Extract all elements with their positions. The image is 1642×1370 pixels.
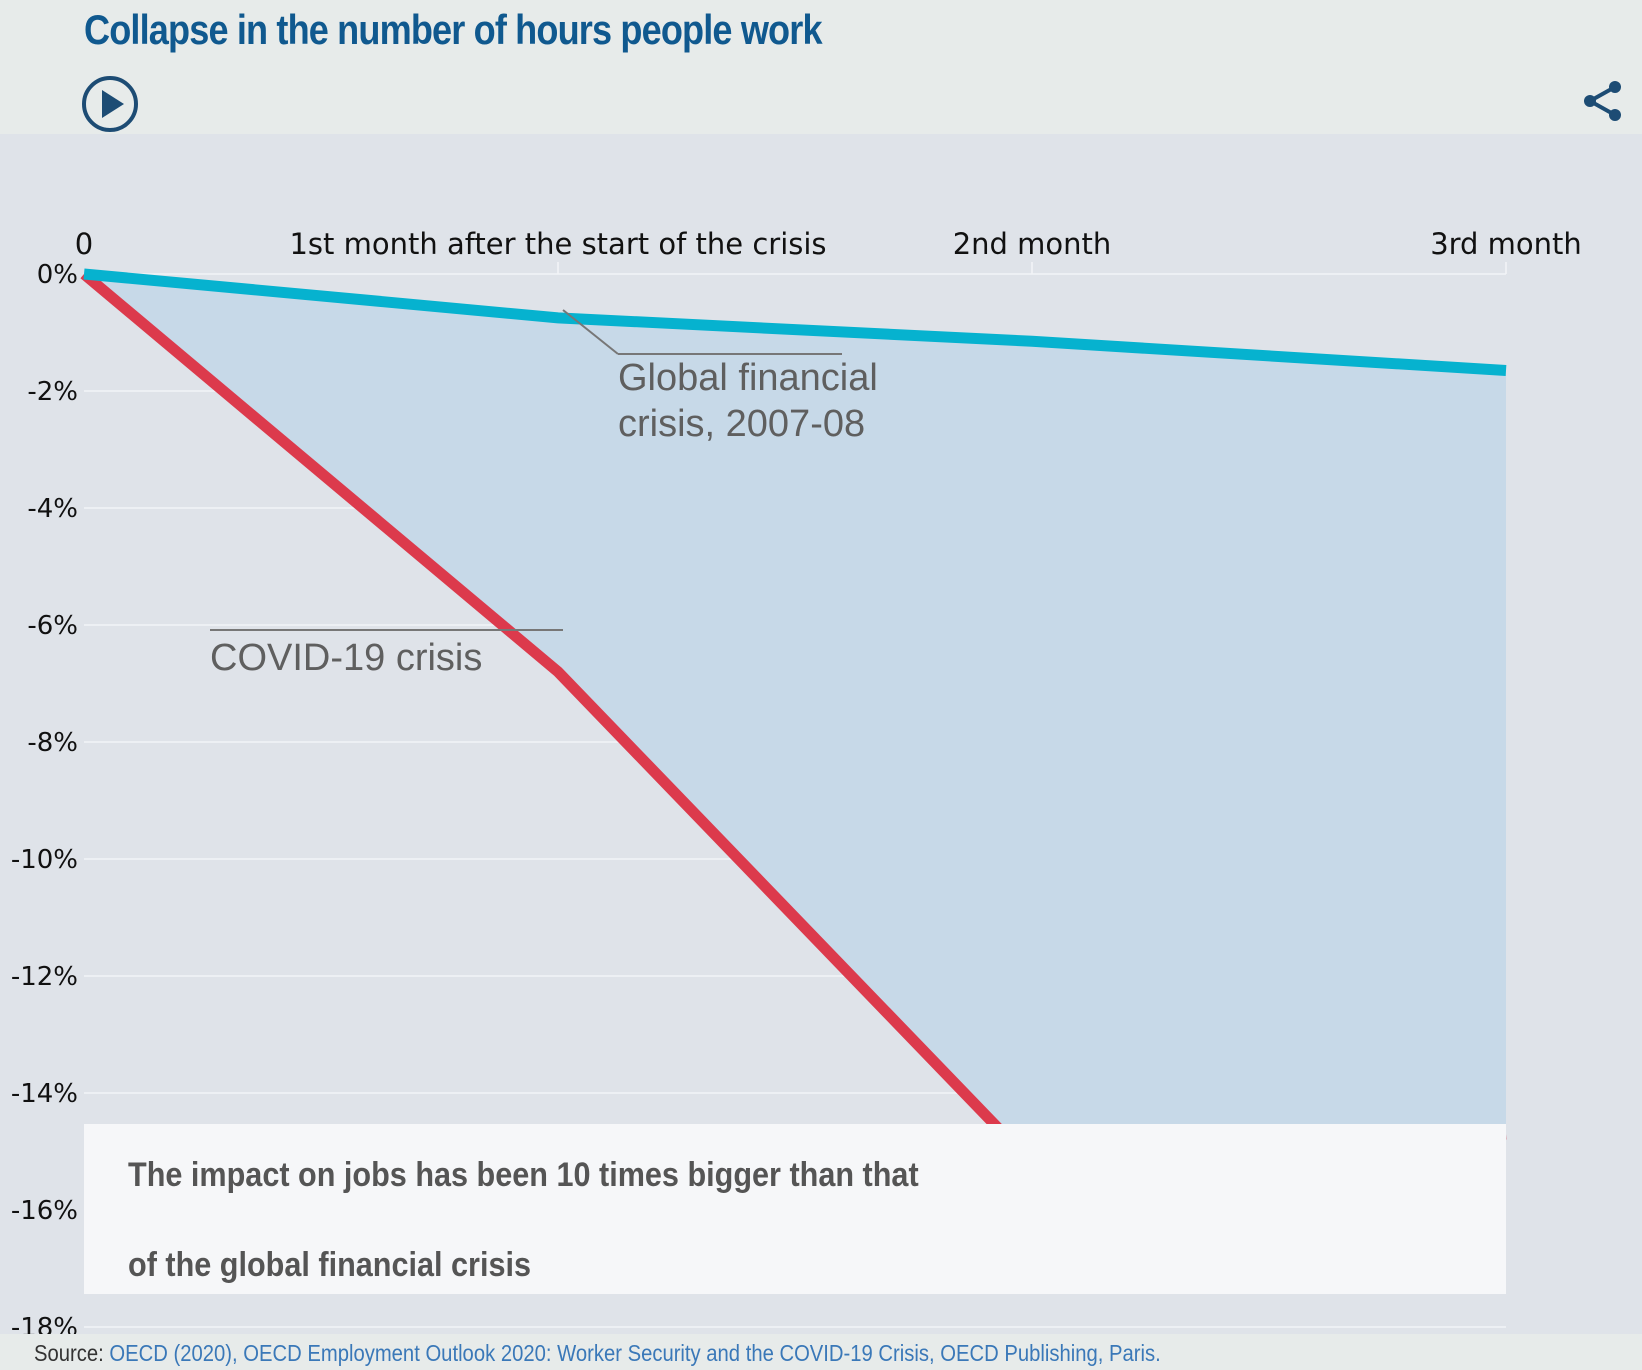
x-tick-label: 0 [75,227,93,261]
area-between-series [84,274,1506,1164]
y-tick-label: -10% [11,845,78,875]
chart-area: 0 1st month after the start of the crisis… [0,134,1642,1334]
y-tick-label: -4% [27,494,78,524]
x-tick-label: 2nd month [953,227,1112,261]
share-icon [1584,81,1621,121]
y-tick-label: -8% [27,728,78,758]
gfc-annotation-line1: Global financial [618,357,878,399]
chart-title: Collapse in the number of hours people w… [84,6,823,53]
y-tick-label: -18% [11,1313,78,1334]
source-link[interactable]: OECD (2020), OECD Employment Outlook 202… [109,1340,1161,1366]
x-tick-label: 3rd month [1430,227,1582,261]
gfc-series-line [83,268,1507,377]
callout-box: The impact on jobs has been 10 times big… [84,1124,1506,1294]
source-bar: Source: OECD (2020), OECD Employment Out… [0,1334,1642,1370]
y-tick-label: -2% [27,377,78,407]
chart-header: Collapse in the number of hours people w… [0,0,1642,134]
callout-line-1: The impact on jobs has been 10 times big… [128,1156,919,1194]
source-label: Source: [34,1340,104,1366]
play-circle-icon [82,76,138,132]
y-tick-label: -12% [11,962,78,992]
y-tick-label: 0% [37,260,78,290]
x-tick-label: 1st month after the start of the crisis [289,227,826,261]
share-button[interactable] [1580,78,1626,124]
y-tick-label: -14% [11,1079,78,1109]
gfc-annotation-line2: crisis, 2007-08 [618,403,865,445]
annotations: Global financial crisis, 2007-08 COVID-1… [210,309,878,679]
y-tick-label: -16% [11,1196,78,1226]
callout-line-2: of the global financial crisis [128,1246,531,1284]
x-axis: 0 1st month after the start of the crisis… [75,227,1582,274]
play-button[interactable] [80,74,140,134]
covid-annotation: COVID-19 crisis [210,637,482,679]
y-axis: 0% -2% -4% -6% -8% -10% -12% -14% -16% -18% [11,260,78,1334]
y-tick-label: -6% [27,611,78,641]
source-note: Source: OECD (2020), OECD Employment Out… [34,1340,1161,1367]
